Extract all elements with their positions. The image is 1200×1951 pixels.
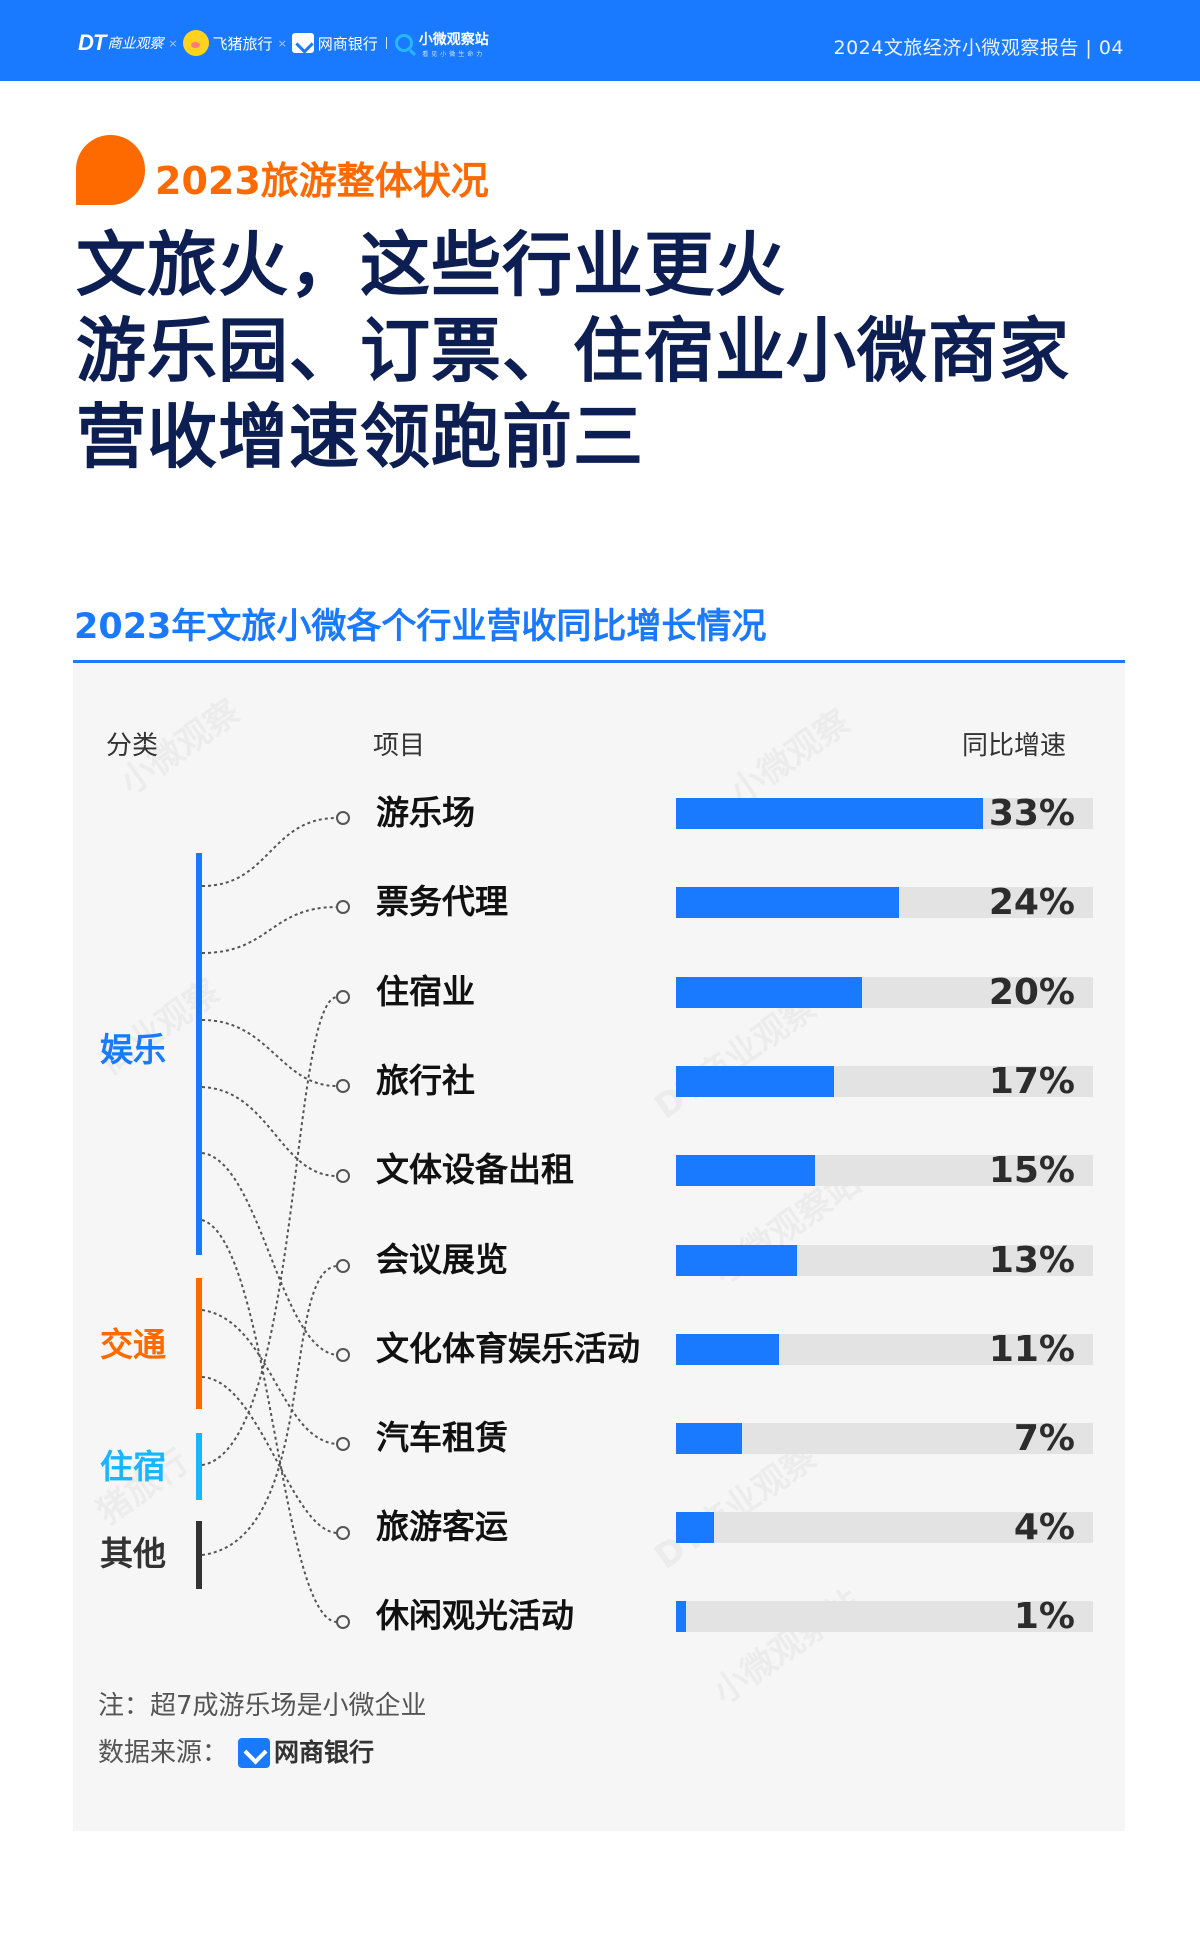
category-label-lodging: 住宿 [100, 1447, 166, 1486]
data-source: 数据来源： 网商银行 [98, 1737, 374, 1769]
row-label: 休闲观光活动 [376, 1596, 574, 1635]
bar-fill [676, 1155, 815, 1186]
xwz-logo-slogan: 看见小微生命力 [422, 50, 486, 58]
bar-track: 7% [676, 1420, 1093, 1458]
bar-track: 33% [676, 795, 1093, 833]
bar-fill [676, 977, 862, 1008]
bar-value: 24% [988, 882, 1075, 923]
source-name: 网商银行 [274, 1738, 375, 1767]
bar-value: 1% [1013, 1596, 1075, 1637]
mybank-logo-text: 网商银行 [317, 34, 378, 53]
bar-track: 11% [676, 1331, 1093, 1369]
mybank-m-icon [291, 33, 314, 53]
bar-value: 4% [1013, 1507, 1075, 1548]
bar-value: 20% [988, 972, 1075, 1013]
times-separator: × [168, 36, 178, 50]
bar-value: 15% [988, 1150, 1075, 1191]
row-label: 旅行社 [376, 1061, 475, 1100]
bar-fill [676, 1245, 797, 1276]
category-label-transport: 交通 [100, 1325, 166, 1364]
category-label-entertainment: 娱乐 [100, 1030, 166, 1069]
bar-fill [676, 1066, 834, 1097]
row-label: 游乐场 [376, 793, 475, 832]
bar-value: 33% [988, 793, 1075, 834]
top-banner: DT 商业观察 × 飞猪旅行 × 网商银行 小微观察站 看见小微生命力 2024… [0, 0, 1200, 81]
bar-fill [676, 1512, 714, 1543]
page-headline: 文旅火，这些行业更火 游乐园、订票、住宿业小微商家 营收增速领跑前三 [76, 222, 1070, 480]
bar-track: 24% [676, 884, 1093, 922]
bar-value: 11% [988, 1329, 1075, 1370]
xwz-logo-text: 小微观察站 [418, 31, 489, 48]
bar-fill [676, 887, 899, 918]
dt-logo-text: 商业观察 [107, 36, 164, 52]
bar-track: 1% [676, 1598, 1093, 1636]
source-label: 数据来源： [98, 1738, 229, 1768]
headline-line: 营收增速领跑前三 [76, 396, 644, 478]
bar-value: 13% [988, 1240, 1075, 1281]
bar-value: 17% [988, 1061, 1075, 1102]
category-label-other: 其他 [100, 1534, 166, 1573]
row-label: 会议展览 [376, 1240, 508, 1279]
title-underline [73, 660, 1125, 663]
row-label: 汽车租赁 [376, 1418, 508, 1457]
column-header-item: 项目 [373, 731, 426, 761]
bar-fill [676, 798, 983, 829]
divider [385, 37, 387, 49]
bar-fill [676, 1423, 742, 1454]
bar-value: 7% [1013, 1418, 1075, 1459]
category-bar-lodging [196, 1433, 202, 1500]
headline-line: 文旅火，这些行业更火 [76, 224, 786, 306]
row-label: 文化体育娱乐活动 [376, 1329, 640, 1368]
dt-logo: DT [78, 30, 106, 55]
row-label: 文体设备出租 [376, 1150, 574, 1189]
category-bar-transport [196, 1278, 202, 1409]
row-label: 票务代理 [376, 882, 508, 921]
section-label: 2023旅游整体状况 [155, 159, 489, 203]
column-header-category: 分类 [106, 731, 159, 761]
bar-fill [676, 1334, 779, 1365]
chart-note: 注：超7成游乐场是小微企业 [98, 1691, 427, 1721]
partner-logos: DT 商业观察 × 飞猪旅行 × 网商银行 小微观察站 看见小微生命力 [78, 28, 489, 58]
bar-track: 4% [676, 1509, 1093, 1547]
bar-track: 20% [676, 974, 1093, 1012]
mybank-m-icon [238, 1738, 271, 1768]
xwz-logo: 小微观察站 看见小微生命力 [419, 29, 489, 58]
fliggy-logo-text: 飞猪旅行 [212, 34, 273, 53]
bar-track: 17% [676, 1063, 1093, 1101]
report-title: 2024文旅经济小微观察报告 | 04 [833, 37, 1124, 59]
category-bar-entertainment [196, 853, 202, 1255]
chart-title: 2023年文旅小微各个行业营收同比增长情况 [74, 607, 767, 647]
headline-line: 游乐园、订票、住宿业小微商家 [76, 310, 1070, 392]
category-bar-other [196, 1521, 202, 1589]
times-separator: × [277, 36, 287, 50]
column-header-growth: 同比增速 [962, 731, 1067, 761]
fliggy-pig-icon [182, 30, 209, 56]
row-label: 住宿业 [376, 972, 475, 1011]
bar-track: 13% [676, 1242, 1093, 1280]
bar-fill [676, 1601, 686, 1632]
bar-track: 15% [676, 1152, 1093, 1190]
row-label: 旅游客运 [376, 1507, 508, 1546]
section-marker-icon [76, 135, 145, 205]
magnifier-icon [394, 34, 413, 52]
